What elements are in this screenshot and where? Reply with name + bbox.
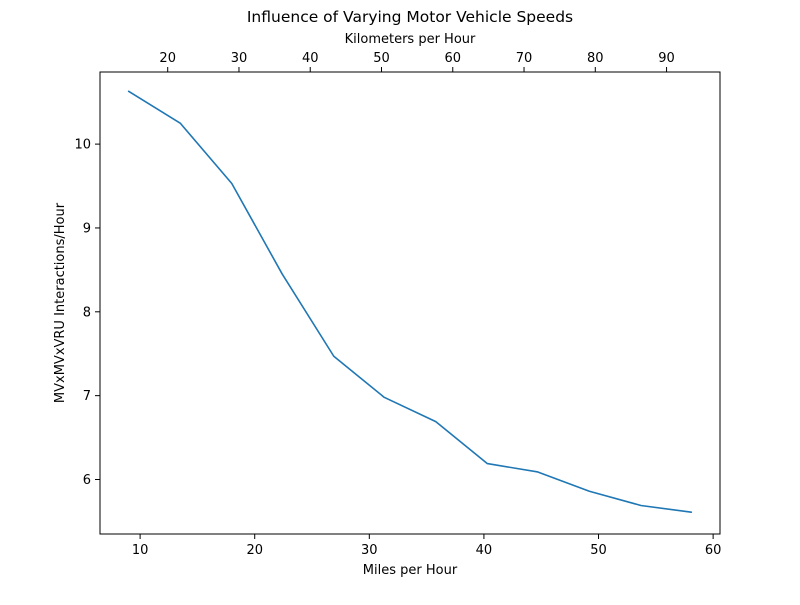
secondary-x-tick-label: 80 — [587, 51, 604, 66]
x-tick-label: 20 — [246, 543, 263, 558]
x-tick-label: 60 — [705, 543, 722, 558]
secondary-x-tick-label: 40 — [302, 51, 319, 66]
x-tick-label: 40 — [476, 543, 493, 558]
secondary-x-axis-label: Kilometers per Hour — [345, 32, 476, 47]
y-tick-label: 9 — [83, 221, 91, 236]
x-tick-label: 10 — [132, 543, 149, 558]
y-tick-label: 10 — [74, 138, 91, 153]
y-tick-label: 8 — [83, 305, 91, 320]
x-tick-label: 30 — [361, 543, 378, 558]
secondary-x-tick-label: 60 — [444, 51, 461, 66]
x-tick-label: 50 — [590, 543, 607, 558]
y-tick-label: 6 — [83, 473, 91, 488]
x-axis-label: Miles per Hour — [363, 563, 458, 578]
secondary-x-tick-label: 90 — [658, 51, 675, 66]
chart-title: Influence of Varying Motor Vehicle Speed… — [247, 8, 573, 26]
secondary-x-tick-label: 20 — [159, 51, 176, 66]
secondary-x-tick-label: 30 — [231, 51, 248, 66]
secondary-x-tick-label: 50 — [373, 51, 390, 66]
y-tick-label: 7 — [83, 389, 91, 404]
y-axis-label: MVxMVxVRU Interactions/Hour — [53, 202, 68, 403]
secondary-x-tick-label: 70 — [516, 51, 533, 66]
